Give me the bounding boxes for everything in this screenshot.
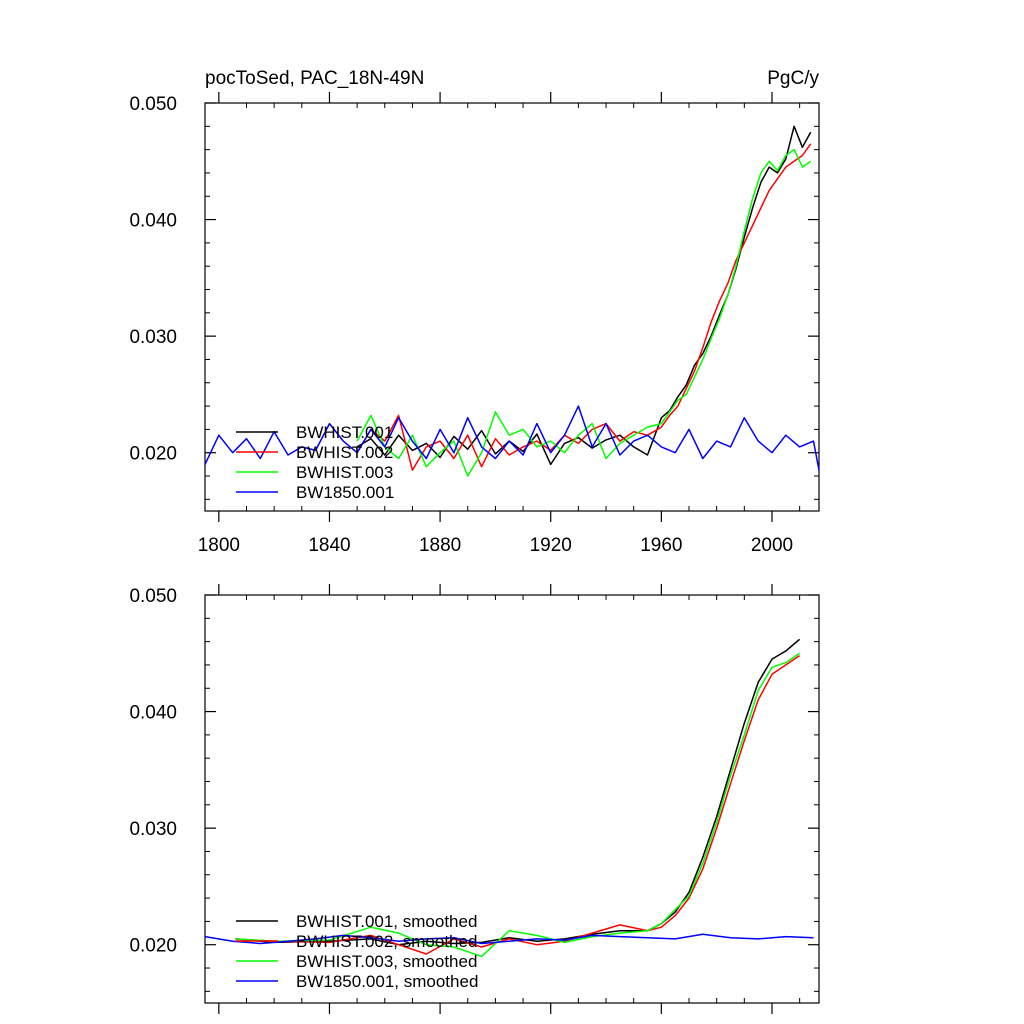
y-tick-label: 0.020 xyxy=(129,936,177,957)
y-tick-label: 0.040 xyxy=(129,211,177,232)
x-tick-label: 2000 xyxy=(751,535,793,556)
x-tick-label: 1960 xyxy=(640,535,682,556)
legend-label: BW1850.001 xyxy=(296,483,394,502)
units-label: PgC/y xyxy=(767,68,819,89)
x-tick-label: 1800 xyxy=(198,535,240,556)
y-tick-label: 0.030 xyxy=(129,327,177,348)
legend-label: BWHIST.002, smoothed xyxy=(296,932,477,951)
legend-label: BWHIST.003 xyxy=(296,463,393,482)
series-line xyxy=(356,143,812,471)
series-line xyxy=(235,654,801,955)
y-tick-label: 0.020 xyxy=(129,444,177,465)
series-line xyxy=(235,638,801,946)
chart-title: pocToSed, PAC_18N-49N xyxy=(205,68,424,89)
legend-label: BWHIST.002 xyxy=(296,443,393,462)
x-tick-label: 1880 xyxy=(419,535,461,556)
plot-frame xyxy=(204,594,820,1004)
legend-label: BWHIST.001 xyxy=(296,423,393,442)
y-tick-label: 0.030 xyxy=(129,819,177,840)
legend-label: BWHIST.001, smoothed xyxy=(296,912,477,931)
series-line xyxy=(356,125,812,466)
panel-annual: 1800 1840 1880 1920 1960 2000 0.020 0.030 0.040 0… xyxy=(129,92,820,556)
legend-label: BWHIST.003, smoothed xyxy=(296,952,477,971)
series-line xyxy=(356,148,812,477)
y-tick-label: 0.050 xyxy=(129,94,177,115)
panel-smoothed: 0.020 0.030 0.040 0.050 BWHIST.001, smoothed… xyxy=(129,584,820,1014)
legend-label: BW1850.001, smoothed xyxy=(296,972,478,991)
y-tick-label: 0.050 xyxy=(129,586,177,607)
series-line xyxy=(235,652,801,958)
x-tick-label: 1840 xyxy=(308,535,350,556)
y-tick-label: 0.040 xyxy=(129,703,177,724)
x-tick-label: 1920 xyxy=(530,535,572,556)
series-line xyxy=(204,405,820,471)
series-line xyxy=(204,933,814,945)
plot-frame xyxy=(204,102,820,512)
